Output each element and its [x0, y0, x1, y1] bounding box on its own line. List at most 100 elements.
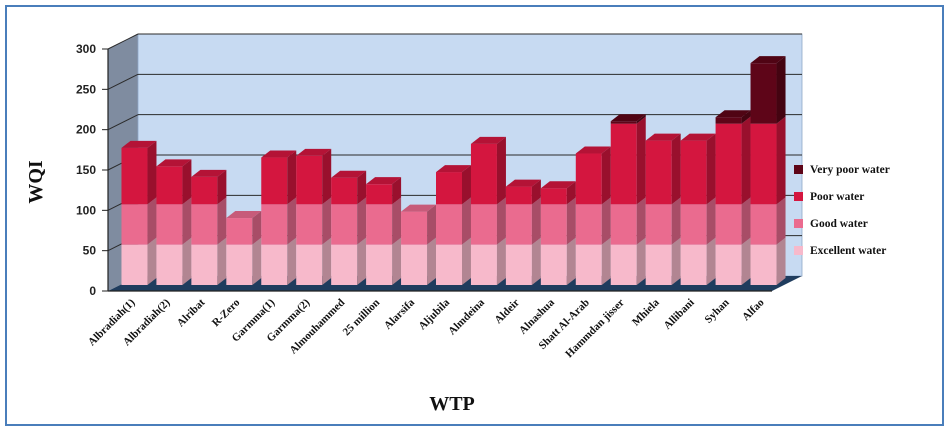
bars	[121, 56, 786, 285]
legend: Very poor water Poor water Good water Excel…	[794, 164, 890, 257]
bar-segment	[715, 244, 742, 285]
y-tick-label: 200	[76, 123, 96, 137]
bar-segment-side	[636, 237, 646, 285]
x-tick-label: Syhan	[702, 297, 731, 326]
bar-segment-side	[147, 140, 157, 205]
x-tick-label: R-Zero	[210, 296, 243, 329]
bar-segment	[261, 244, 288, 285]
bar-top	[226, 211, 262, 219]
gridline-side	[107, 33, 139, 50]
bar-segment-side	[357, 170, 367, 205]
legend-label: Good water	[810, 218, 868, 230]
bar-segment	[470, 244, 497, 285]
x-tick-label: Almdeina	[446, 296, 487, 337]
bar-segment-side	[322, 237, 332, 285]
bar-segment	[191, 176, 218, 205]
bar-segment	[645, 204, 672, 245]
bar-top	[331, 170, 367, 178]
bar-segment	[436, 172, 462, 205]
x-tick-label: Alribat	[175, 296, 208, 329]
bar-segment-side	[566, 181, 576, 205]
bar-segment	[121, 204, 148, 245]
bar-segment	[610, 244, 637, 285]
bar-segment-side	[392, 197, 402, 245]
bar-segment-side	[496, 197, 506, 245]
bar-segment	[680, 140, 707, 205]
bar-segment	[680, 244, 707, 285]
legend-label: Poor water	[810, 191, 864, 203]
bar-top	[750, 56, 786, 64]
bar-segment-side	[671, 197, 681, 245]
x-tick-label: 25 million	[341, 297, 383, 339]
bar-top	[401, 204, 437, 212]
bar-segment-side	[531, 237, 541, 285]
bar-segment-side	[566, 237, 576, 285]
bar-segment	[156, 166, 183, 205]
bar-segment-side	[706, 197, 716, 245]
bar-segment-side	[601, 237, 611, 285]
bar-segment-side	[427, 204, 437, 245]
bar-stack	[156, 159, 192, 285]
bar-segment-side	[776, 237, 786, 285]
legend-label: Excellent water	[810, 245, 886, 257]
bar-stack	[645, 133, 681, 285]
bar-segment	[401, 211, 428, 245]
bar-segment-side	[182, 237, 192, 285]
bar-top	[680, 133, 716, 141]
gridline-side	[107, 114, 139, 131]
legend-swatch	[794, 165, 803, 174]
bar-segment	[575, 244, 602, 285]
bar-segment	[191, 244, 218, 285]
bar-segment	[436, 204, 462, 245]
bar-top	[156, 159, 192, 167]
bar-stack	[331, 170, 367, 285]
bar-segment-side	[357, 197, 367, 245]
bar-segment	[540, 204, 567, 245]
y-tick-label: 150	[76, 163, 96, 177]
bar-segment	[610, 204, 637, 245]
y-axis-ticks: 0 50 100 150 200 250 300	[76, 42, 108, 298]
x-tick-label: Mhiela	[630, 296, 662, 328]
gridline-side	[107, 73, 139, 90]
bar-segment	[610, 121, 637, 124]
bar-segment-side	[636, 197, 646, 245]
bar-stack	[470, 136, 506, 285]
bar-stack	[750, 56, 786, 285]
legend-swatch	[794, 192, 803, 201]
bar-top	[436, 165, 471, 173]
legend-swatch	[794, 246, 803, 255]
bar-segment-side	[741, 110, 751, 124]
bar-segment-side	[741, 116, 751, 205]
bar-segment-side	[531, 179, 541, 205]
bar-top	[540, 181, 576, 189]
bar-segment-side	[392, 237, 402, 285]
bar-top	[261, 150, 297, 158]
bar-stack	[366, 177, 402, 285]
bar-segment	[331, 244, 358, 285]
legend-label: Very poor water	[810, 164, 890, 176]
bar-segment	[156, 204, 183, 245]
bar-segment-side	[776, 197, 786, 245]
y-tick-label: 50	[83, 244, 97, 258]
bar-segment	[540, 244, 567, 285]
bar-segment-side	[287, 237, 297, 285]
bar-segment	[750, 63, 777, 124]
bar-segment-side	[147, 237, 157, 285]
bar-segment-side	[496, 136, 506, 205]
bar-segment	[331, 204, 358, 245]
bar-segment-side	[147, 197, 157, 245]
bar-segment	[226, 218, 253, 245]
y-tick-label: 100	[76, 203, 96, 217]
bar-segment-side	[217, 237, 227, 285]
legend-item: Good water	[794, 218, 868, 230]
x-tick-label: Alarsifa	[382, 296, 418, 332]
bar-segment	[226, 244, 253, 285]
bar-segment-side	[671, 133, 681, 205]
bar-segment-side	[287, 197, 297, 245]
bar-segment	[575, 204, 602, 245]
bar-segment-side	[671, 237, 681, 285]
x-axis-ticks: Albradiah(1)Albradiah(2) Alribat R-ZeroGar…	[86, 296, 767, 360]
bar-segment	[366, 204, 393, 245]
bar-stack	[540, 181, 576, 285]
